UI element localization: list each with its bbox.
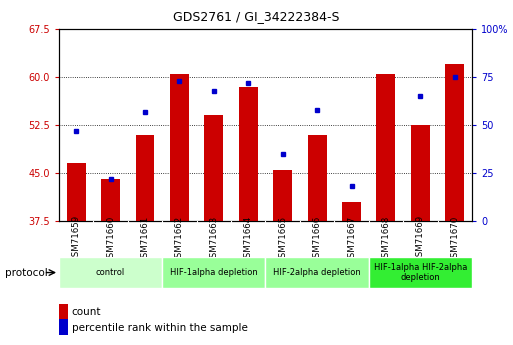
Text: GSM71666: GSM71666 xyxy=(312,215,322,263)
Text: GSM71659: GSM71659 xyxy=(72,215,81,263)
Bar xyxy=(377,74,396,221)
Text: GSM71667: GSM71667 xyxy=(347,215,356,263)
Bar xyxy=(342,201,361,221)
Text: GSM71669: GSM71669 xyxy=(416,215,425,263)
Text: HIF-1alpha HIF-2alpha
depletion: HIF-1alpha HIF-2alpha depletion xyxy=(373,263,467,282)
Bar xyxy=(135,135,154,221)
Bar xyxy=(67,164,86,221)
Text: GDS2761 / GI_34222384-S: GDS2761 / GI_34222384-S xyxy=(173,10,340,23)
Bar xyxy=(239,87,258,221)
Bar xyxy=(369,257,472,288)
Text: GSM71662: GSM71662 xyxy=(175,215,184,263)
Text: GSM71664: GSM71664 xyxy=(244,215,253,263)
Text: GSM71660: GSM71660 xyxy=(106,215,115,263)
Bar xyxy=(170,74,189,221)
Bar xyxy=(445,65,464,221)
Bar xyxy=(101,179,120,221)
Text: HIF-1alpha depletion: HIF-1alpha depletion xyxy=(170,268,258,277)
Bar xyxy=(308,135,327,221)
Text: protocol: protocol xyxy=(5,268,48,277)
Text: GSM71661: GSM71661 xyxy=(141,215,149,263)
Bar xyxy=(162,257,266,288)
Bar xyxy=(266,257,369,288)
Text: GSM71665: GSM71665 xyxy=(278,215,287,263)
Bar xyxy=(204,116,223,221)
Text: HIF-2alpha depletion: HIF-2alpha depletion xyxy=(273,268,361,277)
Bar xyxy=(411,125,430,221)
Bar xyxy=(59,257,162,288)
Bar xyxy=(273,170,292,221)
Text: GSM71670: GSM71670 xyxy=(450,215,459,263)
Text: GSM71663: GSM71663 xyxy=(209,215,219,263)
Text: control: control xyxy=(96,268,125,277)
Text: percentile rank within the sample: percentile rank within the sample xyxy=(72,323,248,333)
Text: GSM71668: GSM71668 xyxy=(382,215,390,263)
Text: count: count xyxy=(72,307,102,316)
